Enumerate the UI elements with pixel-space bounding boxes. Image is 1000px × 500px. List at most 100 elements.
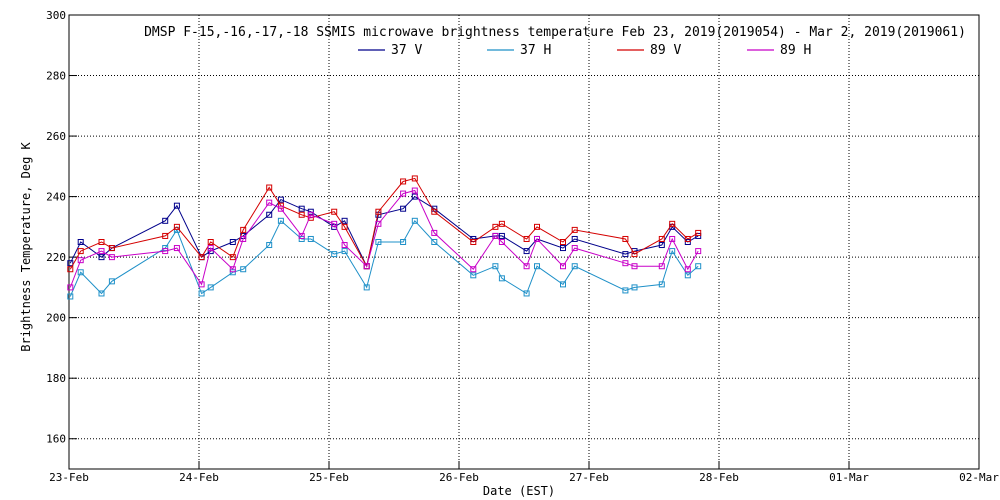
y-tick-label: 260	[46, 130, 66, 143]
x-axis-title: Date (EST)	[483, 484, 555, 498]
data-point	[534, 223, 540, 230]
data-point	[684, 235, 691, 242]
data-point	[470, 239, 477, 245]
data-point	[658, 263, 665, 270]
data-point	[67, 260, 74, 267]
series-89-v	[67, 175, 702, 273]
data-point	[658, 235, 665, 242]
y-tick-label: 280	[46, 70, 66, 83]
data-point	[298, 205, 305, 212]
data-point	[266, 242, 273, 249]
data-point	[341, 217, 348, 224]
data-point	[67, 284, 74, 291]
data-point	[162, 245, 169, 252]
data-point	[400, 239, 407, 245]
data-point	[266, 211, 273, 218]
series-89-h	[67, 187, 702, 291]
data-point	[67, 293, 74, 300]
data-point	[684, 272, 691, 279]
y-tick-label: 160	[46, 433, 66, 446]
data-point	[162, 217, 169, 224]
series-37-h	[67, 217, 702, 300]
data-point	[658, 281, 665, 288]
x-tick-label: 25-Feb	[309, 471, 349, 484]
data-point	[560, 281, 566, 288]
data-point	[622, 287, 629, 294]
axis-ticks: 160 180 200 220 240 260 280 300 23-Feb 24-Feb 25-F…	[46, 9, 999, 484]
data-point	[363, 284, 370, 291]
data-point	[560, 263, 566, 270]
data-point	[307, 235, 314, 242]
data-point	[77, 257, 84, 264]
data-point	[331, 251, 338, 258]
series-line	[69, 177, 699, 270]
data-point	[498, 220, 505, 227]
data-point	[400, 178, 407, 185]
data-point	[571, 226, 578, 233]
data-point	[108, 245, 115, 252]
data-point	[331, 208, 338, 215]
data-point	[277, 217, 284, 224]
y-axis-title: Brightness Temperature, Deg K	[19, 141, 33, 351]
data-point	[198, 254, 205, 261]
data-point	[669, 248, 676, 255]
data-point	[198, 290, 205, 297]
data-point	[341, 223, 348, 230]
data-point	[695, 229, 702, 236]
data-point	[98, 290, 105, 297]
data-point	[622, 251, 629, 258]
plot-frame	[68, 14, 980, 470]
data-point	[307, 211, 314, 218]
data-point	[77, 248, 84, 255]
data-point	[98, 254, 105, 261]
data-point	[240, 235, 247, 242]
legend-label: 37 V	[391, 43, 422, 58]
data-point	[207, 239, 214, 245]
data-series	[67, 175, 702, 300]
data-point	[431, 239, 438, 245]
data-point	[173, 245, 180, 252]
data-point	[534, 263, 540, 270]
data-point	[571, 235, 578, 242]
data-point	[307, 208, 314, 215]
data-point	[198, 281, 205, 288]
data-point	[669, 235, 676, 242]
data-point	[173, 223, 180, 230]
data-point	[162, 232, 169, 239]
data-point	[411, 187, 418, 194]
x-tick-label: 02-Mar	[959, 471, 999, 484]
data-point	[277, 205, 284, 212]
chart-title: DMSP F-15,-16,-17,-18 SSMIS microwave br…	[144, 25, 966, 40]
series-line	[69, 219, 699, 297]
data-point	[523, 263, 530, 270]
data-point	[695, 263, 702, 270]
data-point	[492, 263, 499, 270]
data-point	[173, 202, 180, 209]
data-point	[375, 208, 382, 215]
data-point	[298, 211, 305, 218]
data-point	[523, 290, 530, 297]
data-point	[375, 239, 382, 245]
data-point	[631, 251, 638, 258]
y-tick-label: 180	[46, 372, 66, 385]
data-point	[560, 239, 566, 245]
data-point	[266, 199, 273, 206]
series-line	[69, 195, 699, 268]
data-point	[67, 266, 74, 273]
x-tick-label: 26-Feb	[439, 471, 479, 484]
data-point	[470, 272, 477, 279]
data-point	[266, 184, 273, 191]
data-point	[498, 239, 505, 245]
data-point	[534, 235, 540, 242]
data-point	[229, 254, 236, 261]
data-point	[331, 220, 338, 227]
data-point	[523, 235, 530, 242]
data-point	[240, 226, 247, 233]
data-point	[98, 248, 105, 255]
y-tick-label: 240	[46, 191, 66, 204]
data-point	[77, 269, 84, 276]
data-point	[341, 242, 348, 249]
data-point	[277, 196, 284, 203]
data-point	[431, 229, 438, 236]
